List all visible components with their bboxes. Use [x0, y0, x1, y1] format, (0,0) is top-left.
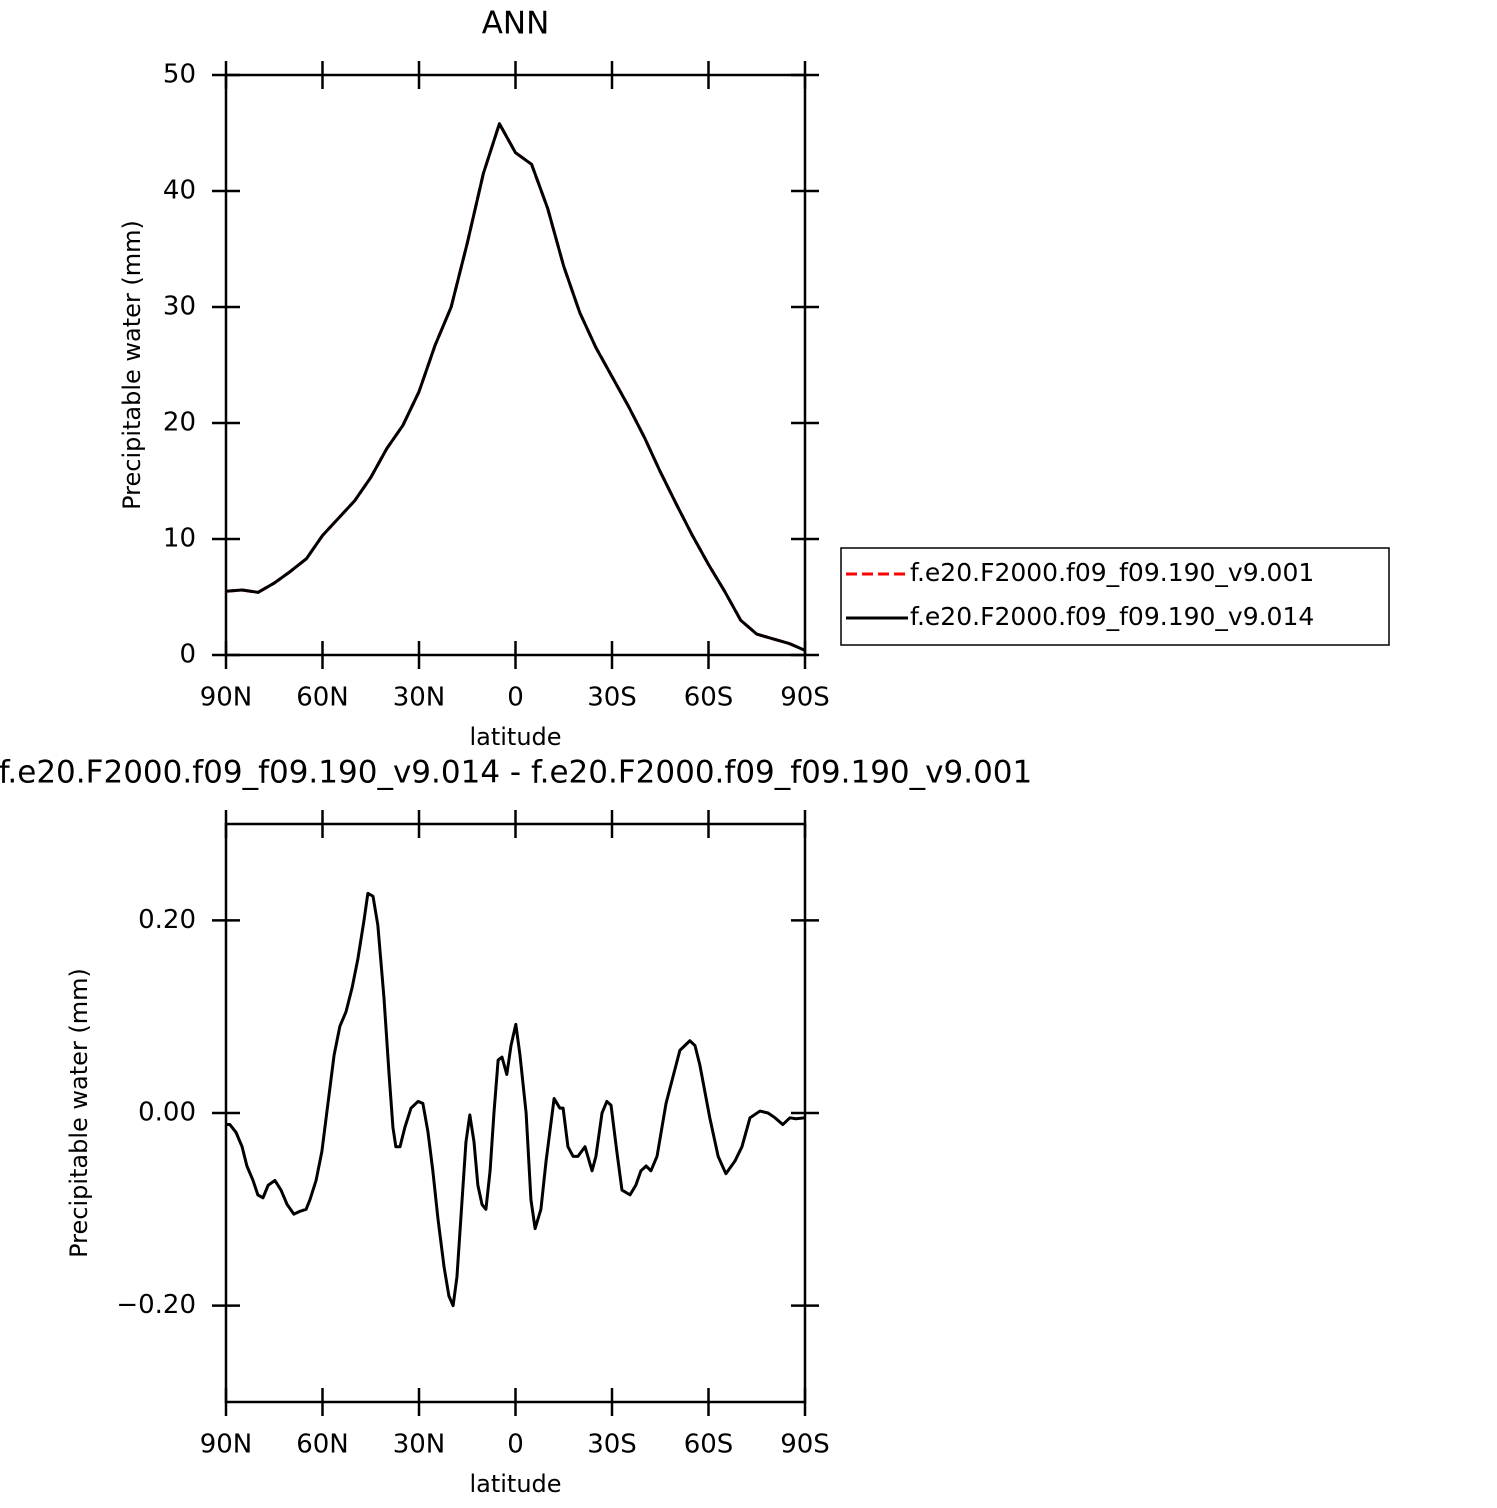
y-tick-label: −0.20 [116, 1290, 196, 1320]
legend-box [840, 547, 1390, 646]
y-tick-label: 50 [163, 60, 196, 90]
x-tick-label: 30S [587, 1430, 637, 1460]
chart-title: f.e20.F2000.f09_f09.190_v9.014 - f.e20.F… [0, 755, 1032, 791]
legend-label: f.e20.F2000.f09_f09.190_v9.001 [910, 558, 1314, 587]
x-tick-label: 90N [200, 683, 253, 713]
x-tick-label: 60S [684, 1430, 734, 1460]
data-line [225, 122, 806, 652]
x-axis-label: latitude [469, 723, 561, 751]
x-tick-label: 90N [200, 1430, 253, 1460]
plot-frame [224, 822, 807, 1404]
x-tick-label: 90S [780, 1430, 830, 1460]
y-axis-label: Precipitable water (mm) [65, 968, 93, 1258]
plot-frame [224, 73, 807, 657]
y-tick-label: 20 [163, 408, 196, 438]
y-tick-label: 0.20 [138, 905, 196, 935]
x-tick-label: 60N [296, 683, 349, 713]
x-tick-label: 90S [780, 683, 830, 713]
y-tick-label: 0 [179, 640, 196, 670]
x-axis-label: latitude [469, 1470, 561, 1498]
y-tick-label: 40 [163, 176, 196, 206]
data-line [226, 891, 806, 1308]
y-tick-label: 0.00 [138, 1098, 196, 1128]
x-tick-label: 30N [393, 683, 446, 713]
x-tick-label: 30N [393, 1430, 446, 1460]
y-axis-label: Precipitable water (mm) [118, 220, 146, 510]
x-tick-label: 60N [296, 1430, 349, 1460]
x-tick-label: 0 [507, 683, 524, 713]
chart-title: ANN [482, 6, 550, 42]
y-tick-label: 30 [163, 292, 196, 322]
x-tick-label: 60S [684, 683, 734, 713]
data-line [225, 122, 806, 652]
y-tick-label: 10 [163, 524, 196, 554]
legend-label: f.e20.F2000.f09_f09.190_v9.014 [910, 602, 1314, 631]
x-tick-label: 0 [507, 1430, 524, 1460]
x-tick-label: 30S [587, 683, 637, 713]
